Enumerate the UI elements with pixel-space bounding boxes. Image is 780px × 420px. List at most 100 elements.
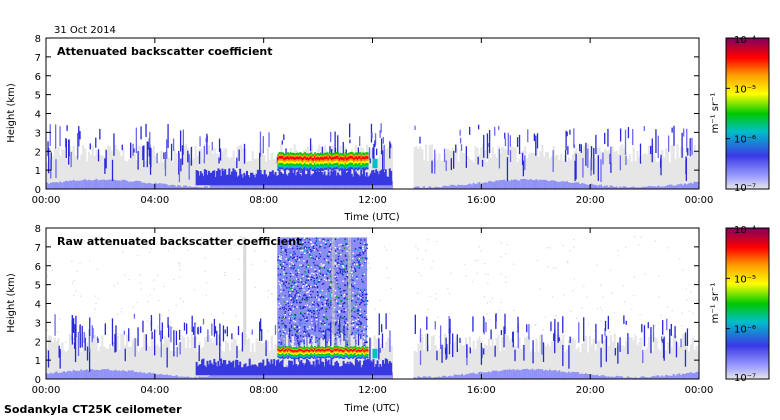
noise-pixel: [299, 300, 301, 302]
noise-pixel: [290, 267, 292, 269]
low-layer: [365, 172, 368, 186]
noise-pixel: [340, 299, 342, 302]
noise-pixel: [328, 329, 330, 332]
cloud-cell: [329, 165, 332, 168]
aerosol-column: [124, 370, 127, 379]
cloud-streak: [452, 151, 455, 169]
cloud-cell: [289, 349, 292, 352]
haze-column: [472, 162, 475, 189]
noise-pixel: [303, 340, 305, 342]
aerosol-column: [158, 183, 161, 189]
noise-pixel: [291, 281, 294, 283]
aerosol-column: [449, 375, 452, 379]
noise-pixel: [315, 315, 318, 317]
noise-pixel: [326, 288, 329, 291]
noise-pixel: [299, 264, 301, 267]
cloud-cell: [300, 153, 303, 156]
noise-pixel: [308, 246, 310, 249]
noise-pixel: [355, 301, 357, 304]
noise-pixel: [321, 305, 323, 307]
noise-pixel: [340, 334, 342, 336]
noise-pixel: [296, 268, 298, 270]
cloud-streak: [167, 317, 169, 328]
aerosol-column: [226, 181, 230, 189]
noise-pixel: [345, 324, 347, 327]
haze-column: [638, 341, 641, 379]
cloud-cell: [355, 156, 358, 159]
noise-pixel: [316, 242, 318, 244]
low-layer: [294, 363, 297, 376]
haze-column: [569, 338, 572, 379]
noise-pixel: [326, 255, 329, 257]
cloud-cell: [291, 154, 294, 157]
noise-pixel: [359, 242, 362, 245]
aerosol-column: [425, 376, 428, 379]
noise-pixel: [321, 302, 323, 304]
cloud-cell: [315, 167, 318, 170]
haze-column: [459, 150, 462, 189]
noise-pixel: [313, 301, 315, 303]
noise-pixel: [321, 264, 323, 267]
noise-pixel: [366, 293, 368, 296]
noise-pixel: [325, 240, 328, 242]
cloud-streak: [241, 332, 244, 352]
cloud-cell: [317, 165, 320, 169]
noise-pixel: [365, 299, 367, 302]
aerosol-column: [185, 185, 188, 189]
aerosol-column: [689, 372, 692, 379]
cloud-streak: [259, 318, 262, 332]
noise-pixel: [284, 308, 287, 310]
noise-pixel: [365, 336, 368, 338]
noise-pixel: [356, 276, 358, 278]
aerosol-column: [46, 182, 49, 189]
haze-column: [63, 149, 66, 189]
haze-column: [238, 145, 241, 189]
cloud-streak: [557, 322, 559, 343]
noise-pixel: [328, 290, 330, 292]
cloud-cell: [294, 347, 297, 349]
cloud-cell: [282, 162, 285, 166]
haze-column: [127, 159, 131, 189]
noise-pixel: [328, 250, 330, 253]
low-layer: [278, 169, 281, 186]
aerosol-column: [230, 181, 233, 189]
aerosol-column: [421, 187, 424, 189]
aerosol-column: [221, 182, 224, 189]
noise-pixel: [360, 301, 363, 304]
aerosol-column: [472, 372, 475, 379]
noise-pixel: [362, 290, 365, 293]
cloud-cell: [295, 156, 298, 160]
haze-column: [188, 347, 192, 379]
haze-column: [657, 348, 660, 379]
haze-column: [499, 153, 502, 189]
cloud-streak: [76, 132, 79, 160]
cloud-streak: [238, 149, 240, 162]
noise-pixel: [573, 278, 575, 280]
cloud-cell: [351, 156, 354, 159]
cloud-cell: [345, 162, 348, 165]
noise-pixel: [305, 266, 308, 268]
cloud-streak: [149, 151, 152, 175]
cloud-cell: [365, 167, 368, 170]
haze-column: [242, 349, 245, 379]
cloud-streak: [172, 138, 175, 151]
haze-column: [82, 144, 85, 189]
cloud-cell: [333, 163, 336, 166]
noise-pixel: [340, 243, 342, 246]
aerosol-column: [192, 377, 195, 379]
aerosol-column: [106, 368, 110, 379]
noise-pixel: [353, 240, 356, 242]
noise-pixel: [178, 276, 180, 278]
cloud-streak: [609, 153, 611, 164]
cloud-cell: [278, 346, 281, 349]
noise-pixel: [316, 273, 318, 275]
noise-pixel: [302, 337, 305, 339]
noise-pixel: [116, 282, 119, 285]
cloud-cell: [289, 353, 292, 356]
aerosol-column: [661, 186, 664, 189]
haze-column: [339, 344, 342, 379]
aerosol-column: [169, 185, 172, 189]
noise-pixel: [338, 310, 340, 312]
noise-pixel: [357, 254, 359, 256]
